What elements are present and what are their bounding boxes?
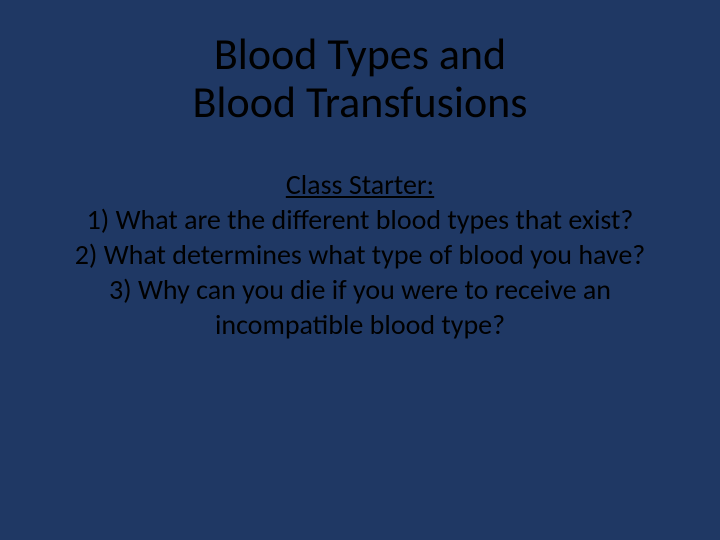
body-line-3: 3) Why can you die if you were to receiv… [30, 272, 690, 307]
body-line-4: incompatible blood type? [30, 307, 690, 342]
body-line-1: 1) What are the different blood types th… [30, 202, 690, 237]
title-line-1: Blood Types and [30, 30, 690, 78]
class-starter-label: Class Starter: [286, 167, 434, 202]
slide: Blood Types and Blood Transfusions Class… [0, 0, 720, 540]
slide-title: Blood Types and Blood Transfusions [30, 30, 690, 127]
slide-body: Class Starter: 1) What are the different… [30, 167, 690, 342]
body-line-2: 2) What determines what type of blood yo… [30, 237, 690, 272]
title-line-2: Blood Transfusions [30, 78, 690, 126]
